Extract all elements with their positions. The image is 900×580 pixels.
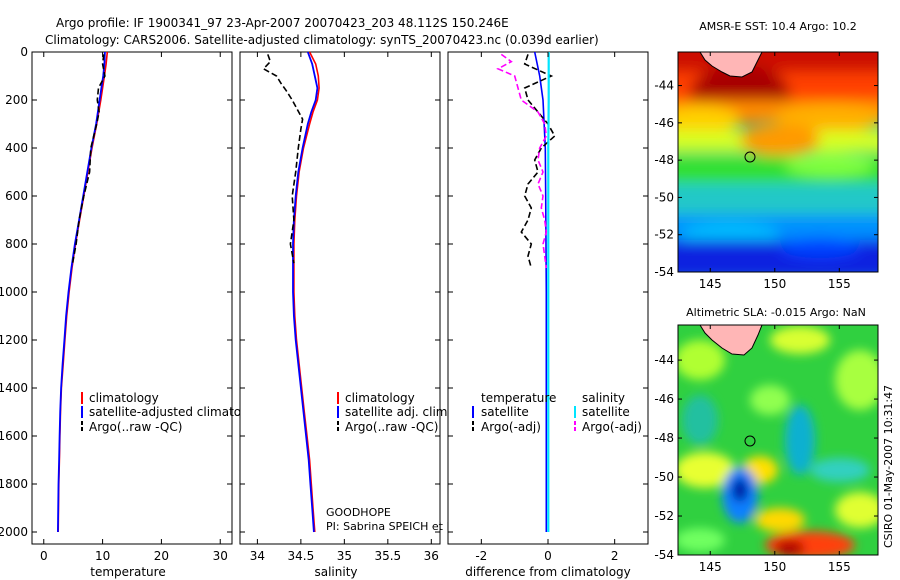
sst-heatmap — [678, 52, 878, 272]
lat-tick-label: -54 — [654, 548, 674, 562]
difference-series — [496, 51, 556, 532]
sst-map-frame — [677, 51, 879, 273]
lon-tick-label: 145 — [699, 560, 722, 574]
depth-tick-label: 200 — [5, 93, 28, 107]
salinity-legend: climatology satellite adj. clim. Argo(..… — [337, 391, 451, 434]
difference-panel: -2 0 2 difference from climatology tempera… — [447, 51, 649, 579]
lat-tick-label: -50 — [654, 470, 674, 484]
salinity-axes-box — [239, 51, 441, 545]
legend-temp-satellite: satellite — [481, 405, 529, 419]
sla-map-frame — [677, 324, 879, 556]
depth-tick-labels: 0 200 400 600 800 1000 1200 1400 1600 1800 2000 — [0, 45, 28, 539]
x-tick-label: 36 — [424, 549, 439, 563]
salinity-xticks: 34 34.5 35 35.5 36 — [240, 51, 440, 563]
x-tick-label: 10 — [95, 549, 110, 563]
salinity-series — [262, 51, 320, 533]
depth-tick-label: 1000 — [0, 285, 28, 299]
temperature-legend: climatology satellite-adjusted climatolo… — [81, 391, 267, 434]
sst-map: AMSR-E SST: 10.4 Argo: 10.2 — [654, 20, 879, 291]
argo-line — [262, 54, 304, 264]
x-tick-label: 35.5 — [374, 549, 401, 563]
lon-tick-label: 150 — [763, 277, 786, 291]
x-tick-label: 34 — [250, 549, 265, 563]
x-tick-label: 34.5 — [288, 549, 315, 563]
figure-title-line1: Argo profile: IF 1900341_97 23-Apr-2007 … — [56, 16, 509, 30]
sal-argo-diff-line — [496, 53, 548, 269]
depth-tick-label: 800 — [5, 237, 28, 251]
x-tick-label: 20 — [154, 549, 169, 563]
legend-sal-satellite: satellite — [582, 405, 630, 419]
lon-tick-label: 150 — [763, 560, 786, 574]
lon-tick-label: 155 — [828, 277, 851, 291]
lat-tick-label: -48 — [654, 431, 674, 445]
x-tick-label: 2 — [611, 549, 619, 563]
difference-xticks: -2 0 2 — [448, 51, 648, 563]
difference-legend: temperature satellite Argo(-adj) salinit… — [472, 391, 642, 434]
difference-xlabel: difference from climatology — [465, 565, 631, 579]
x-tick-label: 30 — [213, 549, 228, 563]
legend-climatology: climatology — [345, 391, 415, 405]
sla-heatmap — [678, 325, 878, 555]
x-tick-label: -2 — [475, 549, 487, 563]
legend-sal-argo: Argo(-adj) — [582, 420, 642, 434]
depth-tick-label: 2000 — [0, 525, 28, 539]
salinity-xlabel: salinity — [314, 565, 357, 579]
sst-lon-ticks: 145 150 155 — [699, 52, 851, 291]
argo-line — [71, 54, 106, 264]
x-tick-label: 0 — [40, 549, 48, 563]
temperature-panel: 0 200 400 600 800 1000 1200 1400 1600 1800 2000 0 1… — [0, 45, 267, 579]
sla-lat-ticks: -44 -46 -48 -50 -52 -54 — [654, 353, 878, 562]
lat-tick-label: -46 — [654, 392, 674, 406]
sla-map-title: Altimetric SLA: -0.015 Argo: NaN — [686, 306, 866, 319]
satellite-line — [57, 51, 106, 533]
temperature-series — [57, 51, 109, 533]
legend-argo: Argo(..raw -QC) — [345, 420, 438, 434]
lat-tick-label: -48 — [654, 153, 674, 167]
sla-lon-ticks: 145 150 155 — [699, 325, 851, 574]
lat-tick-label: -46 — [654, 116, 674, 130]
depth-tick-label: 0 — [20, 45, 28, 59]
lat-tick-label: -52 — [654, 228, 674, 242]
legend-argo: Argo(..raw -QC) — [89, 420, 182, 434]
temperature-xticks: 0 10 20 30 — [32, 51, 232, 563]
legend-temperature-header: temperature — [481, 391, 556, 405]
legend-temp-argo: Argo(-adj) — [481, 420, 541, 434]
depth-tick-label: 1200 — [0, 333, 28, 347]
sst-lat-ticks: -44 -46 -48 -50 -52 -54 — [654, 79, 878, 279]
temp-argo-diff-line — [520, 54, 556, 269]
lat-tick-label: -54 — [654, 265, 674, 279]
legend-salinity-header: salinity — [582, 391, 625, 405]
csiro-timestamp: CSIRO 01-May-2007 10:31:47 — [882, 385, 895, 548]
depth-tick-label: 1800 — [0, 477, 28, 491]
sst-map-title: AMSR-E SST: 10.4 Argo: 10.2 — [699, 20, 857, 33]
salinity-panel: 34 34.5 35 35.5 36 salinity climatology sate… — [239, 51, 525, 579]
depth-tick-label: 600 — [5, 189, 28, 203]
sla-map: Altimetric SLA: -0.015 Argo: NaN — [654, 306, 879, 574]
depth-tick-label: 1600 — [0, 429, 28, 443]
x-tick-label: 0 — [544, 549, 552, 563]
depth-tick-label: 400 — [5, 141, 28, 155]
legend-climatology: climatology — [89, 391, 159, 405]
credit-project: GOODHOPE — [326, 506, 391, 519]
temperature-axes-box — [31, 51, 233, 545]
x-tick-label: 35 — [337, 549, 352, 563]
lat-tick-label: -52 — [654, 509, 674, 523]
depth-tick-label: 1400 — [0, 381, 28, 395]
lat-tick-label: -44 — [654, 353, 674, 367]
lon-tick-label: 145 — [699, 277, 722, 291]
lat-tick-label: -50 — [654, 190, 674, 204]
lon-tick-label: 155 — [828, 560, 851, 574]
legend-satellite-adj: satellite adj. clim. — [345, 405, 451, 419]
temperature-xlabel: temperature — [90, 565, 165, 579]
legend-satellite-adjusted: satellite-adjusted climatology — [89, 405, 267, 419]
lat-tick-label: -44 — [654, 79, 674, 93]
figure-title-line2: Climatology: CARS2006. Satellite-adjuste… — [45, 33, 599, 47]
